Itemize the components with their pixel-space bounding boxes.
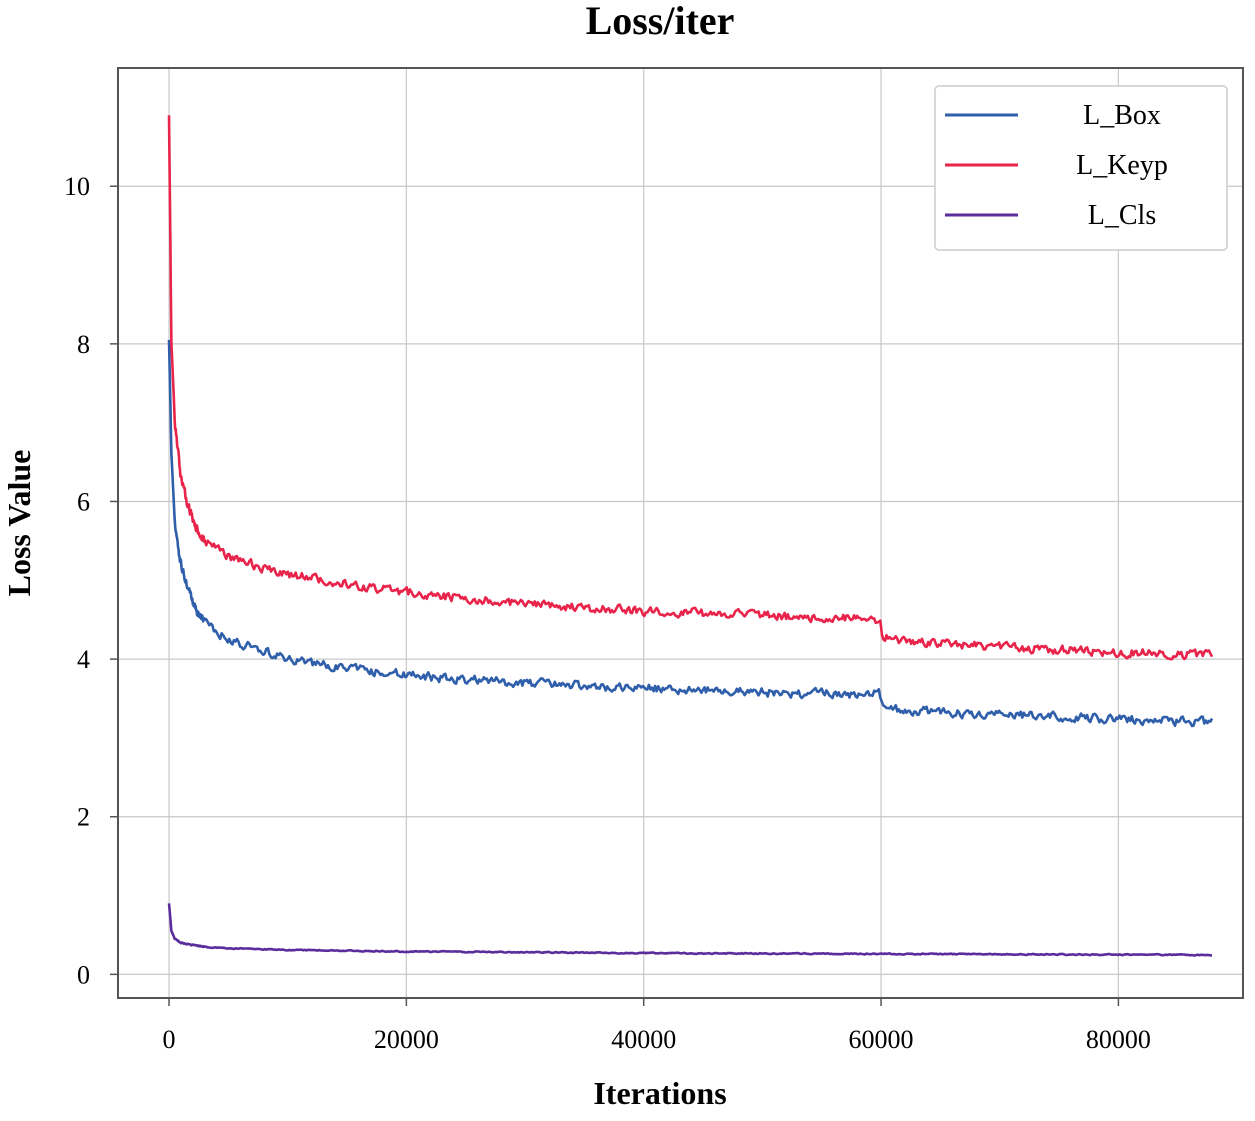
y-tick-label: 6 [77,487,90,516]
y-tick-label: 2 [77,803,90,832]
x-tick-label: 0 [163,1025,176,1054]
y-axis-ticks: 0 2 4 6 8 10 [64,172,118,989]
legend-box [934,85,1228,251]
x-tick-label: 60000 [849,1025,914,1054]
legend-label: L_Cls [1088,200,1156,231]
grid [118,68,1243,998]
series-line-l-keyp [167,115,1214,661]
y-tick-label: 8 [77,330,90,359]
y-axis-label: Loss Value [1,450,37,597]
y-tick-label: 0 [77,960,90,989]
y-tick-label: 4 [77,645,90,674]
x-axis-ticks: 0 20000 40000 60000 80000 [163,998,1151,1054]
x-axis-label: Iterations [593,1075,726,1111]
x-tick-label: 80000 [1086,1025,1151,1054]
series-layer [167,115,1214,957]
chart-title: Loss/iter [586,0,735,43]
x-tick-label: 20000 [374,1025,439,1054]
legend-label: L_Box [1083,100,1161,131]
legend: L_Box L_Keyp L_Cls [934,85,1228,251]
series-line-l-box [167,339,1214,728]
plot-frame [117,67,1244,999]
series-line-l-cls [167,903,1213,957]
x-tick-label: 40000 [611,1025,676,1054]
legend-label: L_Keyp [1076,150,1168,181]
y-tick-label: 10 [64,172,90,201]
